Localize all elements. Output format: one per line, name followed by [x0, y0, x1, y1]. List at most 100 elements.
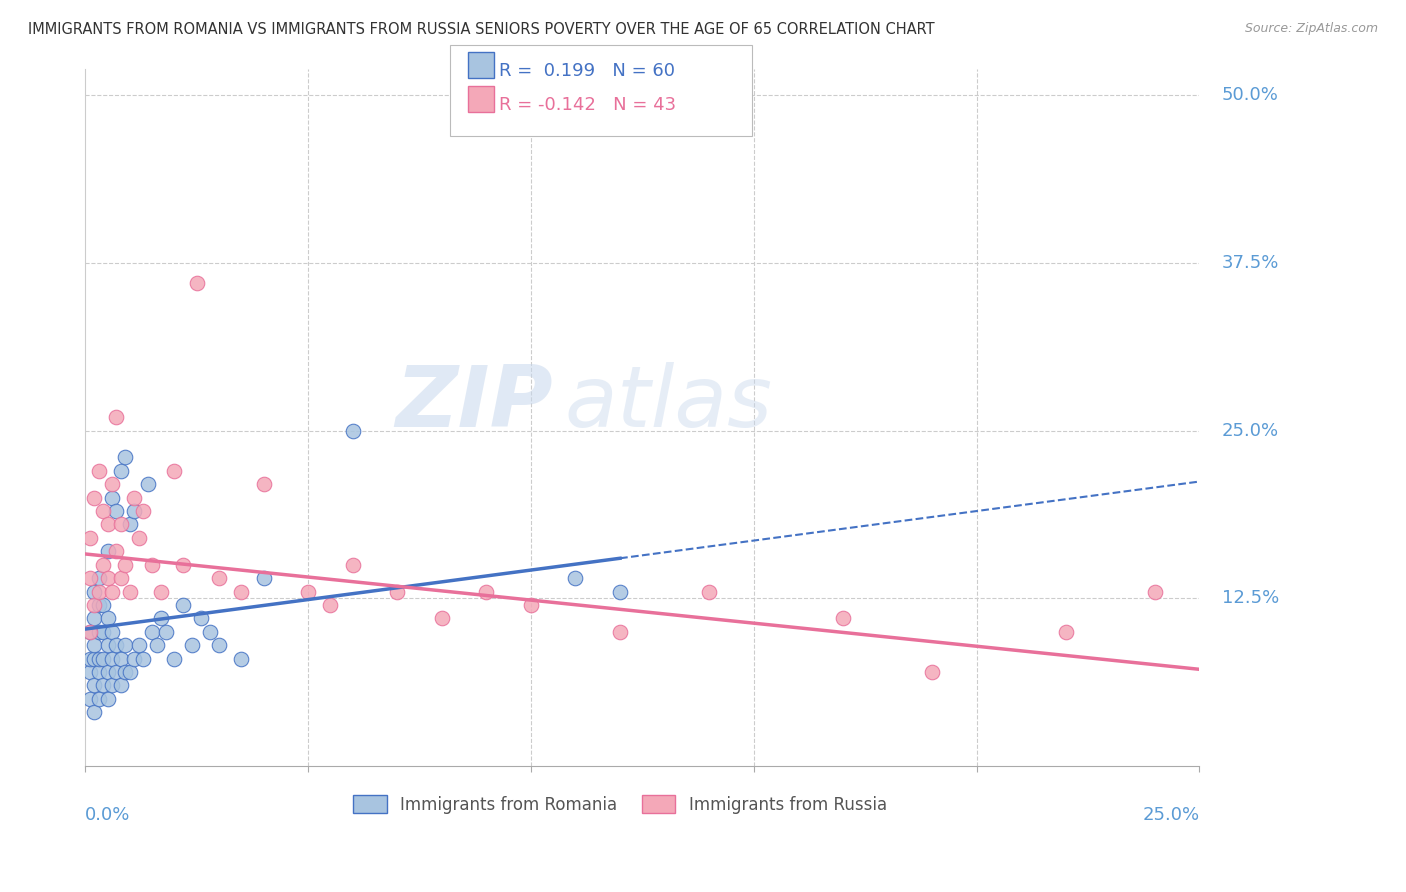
Point	[91, 558, 114, 572]
Text: 25.0%: 25.0%	[1142, 806, 1199, 824]
Point	[172, 598, 194, 612]
Point	[83, 611, 105, 625]
Point	[83, 678, 105, 692]
Point	[150, 611, 173, 625]
Point	[87, 584, 110, 599]
Point	[79, 571, 101, 585]
Point	[252, 571, 274, 585]
Point	[231, 584, 253, 599]
Point	[564, 571, 586, 585]
Point	[114, 450, 136, 465]
Point	[430, 611, 453, 625]
Point	[97, 611, 120, 625]
Point	[79, 665, 101, 679]
Point	[697, 584, 720, 599]
Point	[128, 638, 150, 652]
Legend: Immigrants from Romania, Immigrants from Russia: Immigrants from Romania, Immigrants from…	[347, 789, 893, 821]
Point	[87, 571, 110, 585]
Point	[110, 517, 132, 532]
Point	[181, 638, 204, 652]
Point	[118, 665, 141, 679]
Point	[208, 638, 231, 652]
Point	[1054, 624, 1077, 639]
Point	[163, 464, 186, 478]
Point	[87, 691, 110, 706]
Point	[186, 276, 208, 290]
Point	[97, 691, 120, 706]
Point	[101, 651, 124, 665]
Point	[136, 477, 159, 491]
Point	[163, 651, 186, 665]
Point	[172, 558, 194, 572]
Point	[101, 584, 124, 599]
Point	[155, 624, 177, 639]
Point	[110, 464, 132, 478]
Point	[609, 624, 631, 639]
Point	[91, 651, 114, 665]
Point	[208, 571, 231, 585]
Point	[83, 651, 105, 665]
Point	[342, 558, 364, 572]
Text: 0.0%: 0.0%	[86, 806, 131, 824]
Point	[114, 558, 136, 572]
Text: Source: ZipAtlas.com: Source: ZipAtlas.com	[1244, 22, 1378, 36]
Text: 25.0%: 25.0%	[1222, 422, 1279, 440]
Point	[114, 638, 136, 652]
Point	[79, 624, 101, 639]
Point	[79, 691, 101, 706]
Point	[609, 584, 631, 599]
Point	[475, 584, 498, 599]
Point	[520, 598, 543, 612]
Point	[79, 624, 101, 639]
Point	[150, 584, 173, 599]
Point	[87, 651, 110, 665]
Point	[87, 598, 110, 612]
Point	[91, 678, 114, 692]
Point	[83, 598, 105, 612]
Point	[79, 651, 101, 665]
Point	[110, 651, 132, 665]
Point	[97, 544, 120, 558]
Point	[105, 544, 128, 558]
Text: atlas: atlas	[564, 362, 772, 445]
Text: R =  0.199   N = 60: R = 0.199 N = 60	[499, 62, 675, 80]
Text: R = -0.142   N = 43: R = -0.142 N = 43	[499, 96, 676, 114]
Point	[97, 665, 120, 679]
Point	[141, 624, 163, 639]
Point	[831, 611, 853, 625]
Point	[190, 611, 212, 625]
Point	[387, 584, 409, 599]
Point	[101, 624, 124, 639]
Point	[145, 638, 167, 652]
Point	[198, 624, 221, 639]
Point	[132, 504, 155, 518]
Point	[118, 517, 141, 532]
Point	[101, 477, 124, 491]
Point	[91, 598, 114, 612]
Point	[141, 558, 163, 572]
Point	[101, 678, 124, 692]
Point	[319, 598, 342, 612]
Text: 12.5%: 12.5%	[1222, 590, 1279, 607]
Point	[124, 491, 146, 505]
Point	[105, 410, 128, 425]
Point	[124, 504, 146, 518]
Text: 50.0%: 50.0%	[1222, 87, 1278, 104]
Point	[128, 531, 150, 545]
Point	[87, 624, 110, 639]
Point	[91, 504, 114, 518]
Point	[105, 638, 128, 652]
Point	[118, 584, 141, 599]
Point	[1143, 584, 1166, 599]
Point	[83, 491, 105, 505]
Point	[97, 517, 120, 532]
Point	[83, 638, 105, 652]
Point	[252, 477, 274, 491]
Point	[83, 705, 105, 719]
Point	[342, 424, 364, 438]
Point	[91, 624, 114, 639]
Text: IMMIGRANTS FROM ROMANIA VS IMMIGRANTS FROM RUSSIA SENIORS POVERTY OVER THE AGE O: IMMIGRANTS FROM ROMANIA VS IMMIGRANTS FR…	[28, 22, 935, 37]
Point	[105, 665, 128, 679]
Point	[110, 571, 132, 585]
Point	[87, 464, 110, 478]
